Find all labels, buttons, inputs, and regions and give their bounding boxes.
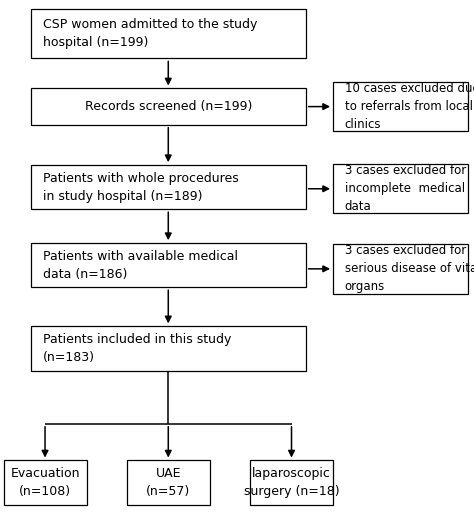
FancyBboxPatch shape bbox=[250, 461, 333, 504]
Text: Records screened (n=199): Records screened (n=199) bbox=[84, 100, 252, 113]
FancyBboxPatch shape bbox=[31, 88, 306, 125]
FancyBboxPatch shape bbox=[4, 461, 86, 504]
FancyBboxPatch shape bbox=[31, 165, 306, 209]
Text: UAE
(n=57): UAE (n=57) bbox=[146, 467, 191, 498]
Text: 3 cases excluded for
serious disease of vital
organs: 3 cases excluded for serious disease of … bbox=[345, 244, 474, 293]
Text: Patients with available medical
data (n=186): Patients with available medical data (n=… bbox=[43, 250, 237, 281]
Text: Patients with whole procedures
in study hospital (n=189): Patients with whole procedures in study … bbox=[43, 172, 238, 203]
Text: 3 cases excluded for
incomplete  medical
data: 3 cases excluded for incomplete medical … bbox=[345, 164, 466, 213]
Text: Patients included in this study
(n=183): Patients included in this study (n=183) bbox=[43, 333, 231, 364]
FancyBboxPatch shape bbox=[31, 243, 306, 287]
FancyBboxPatch shape bbox=[333, 164, 468, 213]
FancyBboxPatch shape bbox=[127, 461, 210, 504]
Text: 10 cases excluded due
to referrals from local
clinics: 10 cases excluded due to referrals from … bbox=[345, 82, 474, 131]
Text: CSP women admitted to the study
hospital (n=199): CSP women admitted to the study hospital… bbox=[43, 18, 257, 49]
Text: Evacuation
(n=108): Evacuation (n=108) bbox=[10, 467, 80, 498]
FancyBboxPatch shape bbox=[31, 327, 306, 370]
FancyBboxPatch shape bbox=[31, 9, 306, 58]
FancyBboxPatch shape bbox=[333, 244, 468, 293]
Text: laparoscopic
surgery (n=18): laparoscopic surgery (n=18) bbox=[244, 467, 339, 498]
FancyBboxPatch shape bbox=[333, 82, 468, 131]
